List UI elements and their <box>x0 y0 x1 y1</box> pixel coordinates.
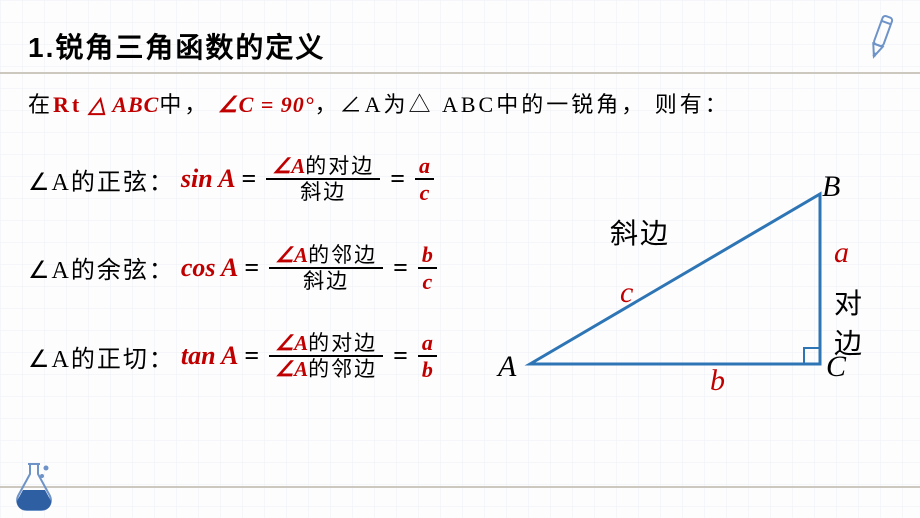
equals-sign: = <box>393 253 408 283</box>
triangle-abc: △ ABC <box>89 92 160 117</box>
intro-mid1: 中， <box>159 92 218 117</box>
tangent-label: ∠A的正切： <box>28 339 175 374</box>
side-c: c <box>620 276 633 310</box>
tangent-func: tan A <box>181 341 239 371</box>
intro-line: 在Rt △ ABC中， ∠C = 90°，∠A为△ ABC中的一锐角， 则有： <box>28 88 892 121</box>
triangle-figure: A B C a b c 斜边 对边 <box>490 164 890 394</box>
side-b: b <box>710 364 725 398</box>
cosine-fraction-words: ∠A的邻边 斜边 <box>269 243 383 293</box>
intro-prefix: 在 <box>28 92 53 117</box>
rt-text: Rt <box>53 92 89 117</box>
bottom-rule <box>0 486 920 488</box>
cosine-func: cos A <box>181 253 239 283</box>
vertex-a: A <box>498 350 516 384</box>
sine-func: sin A <box>181 164 236 194</box>
equals-sign: = <box>390 164 405 194</box>
flask-icon <box>6 456 62 512</box>
hypotenuse-label: 斜边 <box>610 212 670 252</box>
sine-label: ∠A的正弦： <box>28 162 175 197</box>
equals-sign: = <box>242 164 257 194</box>
intro-mid2: ，∠A为△ ABC中的一锐角， 则有： <box>315 92 730 117</box>
equals-sign: = <box>244 341 259 371</box>
sine-fraction-letters: a c <box>415 153 434 206</box>
sine-fraction-words: ∠A的对边 斜边 <box>266 154 380 204</box>
opposite-label: 对边 <box>834 282 890 362</box>
vertex-b: B <box>822 170 840 204</box>
section-title: 1.锐角三角函数的定义 <box>28 26 892 66</box>
side-a: a <box>834 236 849 270</box>
equals-sign: = <box>393 341 408 371</box>
angle-c-eq: ∠C = 90° <box>218 92 315 117</box>
equals-sign: = <box>244 253 259 283</box>
cosine-label: ∠A的余弦： <box>28 250 175 285</box>
tangent-fraction-letters: a b <box>418 330 437 383</box>
cosine-fraction-letters: b c <box>418 242 437 295</box>
tangent-fraction-words: ∠A的对边 ∠A的邻边 <box>269 331 383 381</box>
